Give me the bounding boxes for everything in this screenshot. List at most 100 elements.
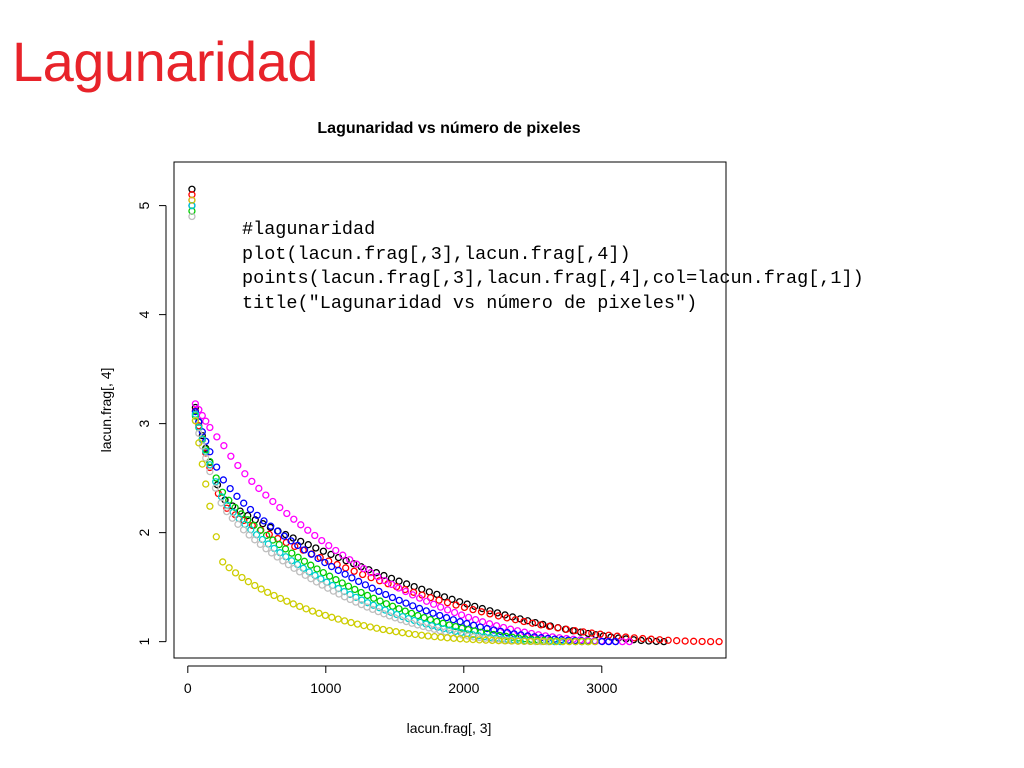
data-point bbox=[325, 572, 334, 580]
data-point bbox=[381, 576, 389, 585]
data-point bbox=[256, 526, 264, 535]
data-point bbox=[622, 633, 630, 641]
data-point bbox=[630, 634, 638, 642]
code-line: title("Lagunaridad vs número de pixeles"… bbox=[242, 293, 698, 315]
data-point bbox=[269, 536, 277, 544]
data-point bbox=[369, 601, 378, 609]
data-point bbox=[598, 637, 606, 646]
data-point bbox=[429, 600, 438, 608]
data-point bbox=[293, 560, 302, 569]
data-point bbox=[223, 504, 231, 512]
data-point bbox=[452, 601, 460, 609]
data-point bbox=[382, 600, 390, 608]
data-point bbox=[262, 531, 271, 540]
data-point bbox=[290, 515, 298, 523]
data-point bbox=[637, 636, 645, 645]
data-point bbox=[405, 629, 413, 638]
data-point bbox=[698, 637, 706, 646]
x-axis-label: lacun.frag[, 3] bbox=[407, 720, 492, 736]
data-point bbox=[375, 604, 383, 612]
slide-title: Lagunaridad bbox=[12, 30, 318, 93]
data-point bbox=[358, 570, 367, 579]
y-tick-label: 5 bbox=[136, 202, 152, 210]
data-point bbox=[191, 400, 200, 408]
data-point bbox=[270, 591, 278, 600]
data-point bbox=[220, 442, 228, 450]
data-point bbox=[443, 634, 451, 642]
data-point bbox=[511, 616, 520, 624]
data-point bbox=[346, 595, 354, 604]
data-point bbox=[422, 597, 431, 605]
data-point bbox=[410, 582, 418, 591]
data-point bbox=[300, 557, 309, 565]
data-point bbox=[275, 540, 283, 549]
data-point bbox=[490, 626, 498, 634]
data-point bbox=[528, 619, 537, 627]
data-point bbox=[304, 526, 312, 534]
data-point bbox=[373, 624, 381, 632]
data-point bbox=[402, 587, 410, 596]
data-point bbox=[339, 551, 347, 559]
y-axis: 1 2 3 4 5 bbox=[136, 202, 167, 646]
data-point bbox=[715, 637, 723, 646]
data-point bbox=[340, 617, 349, 625]
data-point bbox=[562, 625, 570, 633]
data-point bbox=[219, 558, 227, 566]
data-point bbox=[307, 561, 315, 569]
data-point bbox=[353, 560, 361, 568]
data-point bbox=[212, 533, 220, 541]
data-point bbox=[332, 576, 340, 584]
data-point bbox=[611, 637, 620, 646]
data-point bbox=[289, 600, 297, 608]
data-point bbox=[464, 613, 473, 622]
data-point bbox=[363, 599, 372, 607]
data-point bbox=[311, 531, 319, 540]
data-point bbox=[477, 608, 486, 616]
data-point bbox=[302, 605, 310, 613]
data-point bbox=[269, 497, 277, 506]
data-point bbox=[342, 564, 350, 572]
code-line: plot(lacun.frag[,3],lacun.frag[,4]) bbox=[242, 243, 631, 265]
x-tick-label: 2000 bbox=[448, 680, 479, 696]
data-point bbox=[618, 637, 627, 646]
data-point bbox=[422, 607, 430, 615]
data-point bbox=[267, 549, 276, 557]
data-point bbox=[455, 598, 464, 606]
data-point bbox=[542, 637, 551, 646]
plot-area-frame bbox=[173, 161, 727, 659]
data-point bbox=[198, 460, 206, 468]
data-point bbox=[503, 629, 512, 637]
data-point bbox=[368, 584, 376, 592]
data-point bbox=[443, 606, 452, 614]
data-point bbox=[212, 463, 221, 471]
data-point bbox=[191, 407, 200, 416]
data-point bbox=[251, 581, 259, 590]
data-point bbox=[486, 610, 494, 618]
data-point bbox=[297, 521, 305, 529]
data-point bbox=[296, 602, 304, 611]
data-point bbox=[342, 557, 350, 565]
data-point bbox=[503, 614, 511, 622]
data-point bbox=[415, 594, 424, 602]
data-point bbox=[206, 502, 214, 510]
data-point bbox=[664, 636, 672, 644]
data-point bbox=[673, 637, 681, 645]
y-axis-label: lacun.frag[, 4] bbox=[98, 368, 114, 453]
data-point bbox=[206, 457, 214, 466]
data-point bbox=[198, 411, 206, 420]
data-point bbox=[325, 541, 333, 550]
data-point bbox=[388, 593, 397, 602]
data-point bbox=[267, 522, 275, 530]
data-point bbox=[301, 571, 309, 580]
data-point bbox=[262, 491, 270, 499]
data-point bbox=[681, 637, 689, 645]
data-point bbox=[354, 577, 363, 586]
data-point bbox=[206, 448, 214, 456]
data-point bbox=[276, 503, 284, 512]
data-point bbox=[283, 509, 291, 518]
data-point bbox=[253, 511, 261, 520]
data-point bbox=[353, 620, 362, 628]
data-point bbox=[238, 573, 246, 582]
data-point bbox=[212, 474, 220, 482]
